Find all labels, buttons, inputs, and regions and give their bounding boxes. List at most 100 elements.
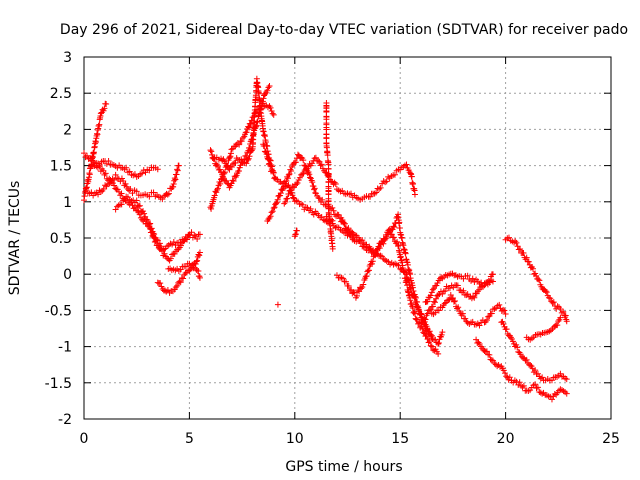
data-point [285,190,292,197]
data-point [238,156,245,163]
data-point [542,288,549,295]
data-point [442,287,449,294]
data-point [300,157,307,164]
data-point [292,159,299,166]
data-point [520,249,527,256]
data-point [428,343,435,350]
data-point [273,200,280,207]
data-point [226,154,233,161]
data-point [136,202,143,209]
data-point [523,254,530,261]
data-point [563,376,570,383]
data-point [244,157,251,164]
data-point [464,272,471,279]
data-point [311,185,318,192]
y-tick-label: -1 [58,340,72,356]
data-point [478,279,485,286]
data-point [118,201,125,208]
data-point [469,275,476,282]
data-point [107,176,114,183]
x-tick-label: 25 [602,431,620,447]
data-point [193,258,200,265]
data-point [269,110,276,117]
data-point [549,299,556,306]
data-point [427,306,434,313]
data-point [367,193,374,200]
y-tick-label: 1 [63,195,72,211]
data-point [410,309,417,316]
data-point [195,268,202,275]
data-point [171,175,178,182]
data-point [562,312,569,319]
data-point [259,98,266,105]
data-point [396,219,403,226]
data-point [310,211,317,218]
data-point [369,258,376,265]
data-point [390,223,397,230]
data-point [383,231,390,238]
data-point [269,208,276,215]
data-point [284,195,291,202]
data-point [563,390,570,397]
data-point [543,289,550,296]
data-point [114,186,121,193]
data-point [476,322,483,329]
data-point [268,108,275,115]
x-tick-labels: 0 5 10 15 20 25 [80,431,620,447]
data-point [287,187,294,194]
y-tick-label: 2.5 [50,86,72,102]
data-point [254,119,261,126]
data-point [96,163,103,170]
data-point [264,155,271,162]
data-point [434,280,441,287]
series-track-p [274,301,281,308]
data-point [247,120,254,127]
data-point [366,243,373,250]
data-point [344,226,351,233]
data-point [532,381,539,388]
data-point [316,195,323,202]
data-point [148,225,155,232]
data-point [174,166,181,173]
data-point [350,231,357,238]
series-track-k [260,141,336,227]
y-tick-label: -0.5 [45,303,72,319]
data-point [527,362,534,369]
data-point [126,168,133,175]
data-point [122,180,129,187]
data-point [153,236,160,243]
data-point [386,226,393,233]
data-point [426,328,433,335]
data-point [318,161,325,168]
y-axis-label: SDTVAR / TECUs [7,181,23,296]
data-point [406,281,413,288]
data-point [304,167,311,174]
data-point [394,238,401,245]
y-tick-label: -1.5 [45,376,72,392]
data-point [102,170,109,177]
data-point [103,101,110,108]
data-point [399,264,406,271]
data-point [515,381,522,388]
data-point [174,167,181,174]
data-point [419,319,426,326]
data-point [514,344,521,351]
x-tick-label: 15 [391,431,409,447]
data-point [229,177,236,184]
data-point [554,322,561,329]
data-point [142,213,149,220]
data-point [373,189,380,196]
data-point [377,184,384,191]
data-point [498,308,505,315]
data-point [232,160,239,167]
y-tick-label: -2 [58,412,72,428]
data-point [263,151,270,158]
data-point [292,231,299,238]
series-track-d [87,155,193,264]
data-point [516,379,523,386]
data-point [332,181,339,188]
data-point [517,351,524,358]
data-point [428,332,435,339]
data-point [157,280,164,287]
data-point [528,363,535,370]
